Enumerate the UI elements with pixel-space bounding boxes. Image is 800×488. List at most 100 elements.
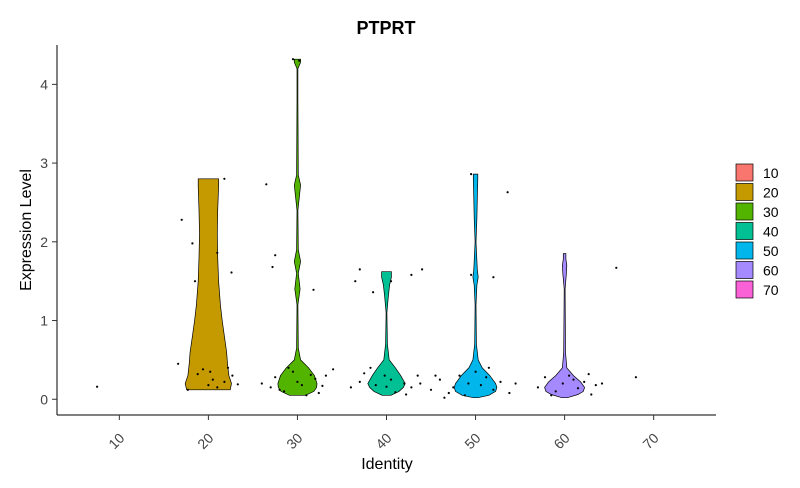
- data-point: [216, 251, 219, 254]
- data-point: [568, 374, 571, 377]
- data-point: [634, 376, 638, 379]
- data-point: [314, 377, 317, 380]
- legend-label: 70: [763, 282, 779, 298]
- data-point: [485, 376, 488, 379]
- violin-60: [544, 253, 585, 399]
- data-point: [349, 386, 352, 389]
- data-point: [278, 388, 281, 391]
- data-point: [385, 385, 388, 388]
- y-tick-label: 2: [40, 234, 48, 250]
- x-tick-label: 50: [461, 430, 483, 452]
- legend-key-10: [735, 163, 754, 182]
- data-point: [543, 376, 547, 379]
- data-point: [283, 390, 286, 393]
- data-point: [499, 380, 502, 383]
- data-point: [474, 370, 477, 373]
- data-point: [231, 374, 234, 377]
- data-point: [287, 366, 290, 369]
- data-point: [324, 374, 327, 377]
- data-point: [447, 391, 450, 395]
- data-point: [587, 373, 590, 376]
- data-point: [572, 378, 575, 381]
- data-point: [419, 382, 422, 385]
- data-point: [554, 390, 557, 393]
- data-point: [216, 386, 219, 389]
- data-point: [321, 384, 324, 387]
- y-axis-title: Expression Level: [18, 169, 35, 291]
- data-point: [594, 384, 597, 387]
- legend-label: 40: [763, 224, 779, 240]
- data-point: [180, 218, 183, 221]
- data-point: [260, 382, 263, 385]
- data-point: [193, 280, 197, 283]
- data-point: [369, 366, 372, 369]
- data-point: [416, 374, 419, 377]
- data-point: [223, 380, 226, 383]
- x-tick-label: 70: [639, 430, 661, 452]
- y-tick-label: 1: [40, 313, 48, 329]
- data-point: [354, 280, 357, 283]
- data-point: [383, 374, 386, 377]
- x-tick-label: 20: [194, 430, 216, 452]
- data-point: [410, 386, 413, 389]
- data-point: [470, 173, 473, 176]
- data-point: [265, 183, 268, 186]
- data-point: [274, 254, 277, 257]
- y-tick-label: 3: [40, 155, 48, 171]
- data-point: [536, 386, 540, 389]
- data-point: [298, 59, 301, 62]
- data-point: [492, 388, 495, 391]
- y-tick-label: 4: [40, 76, 48, 92]
- violin-30: [277, 58, 318, 396]
- y-tick-label: 0: [40, 391, 48, 407]
- data-point: [305, 394, 308, 397]
- data-point: [463, 394, 466, 397]
- violin-20: [184, 178, 232, 391]
- data-point: [207, 384, 210, 387]
- data-point: [410, 273, 413, 276]
- x-tick-label: 60: [550, 430, 572, 452]
- x-axis-title: Identity: [361, 456, 413, 473]
- legend-label: 10: [763, 165, 779, 181]
- data-point: [332, 368, 335, 371]
- legend-label: 50: [763, 243, 779, 259]
- data-point: [274, 376, 277, 379]
- data-point: [467, 382, 470, 385]
- data-point: [269, 386, 272, 389]
- data-point: [309, 373, 312, 376]
- data-point: [211, 378, 214, 381]
- data-point: [438, 378, 441, 381]
- data-point: [223, 177, 226, 180]
- legend-label: 30: [763, 204, 779, 220]
- data-point: [191, 242, 194, 245]
- data-point: [452, 386, 455, 389]
- data-point: [196, 373, 199, 376]
- x-tick-label: 40: [372, 430, 394, 452]
- data-point: [389, 378, 393, 381]
- data-point: [177, 362, 180, 365]
- legend-key-70: [735, 280, 754, 299]
- data-point: [429, 388, 433, 391]
- data-point: [317, 391, 320, 395]
- data-point: [358, 268, 361, 271]
- data-point: [583, 380, 586, 383]
- data-point: [479, 384, 482, 387]
- violin-40: [367, 271, 406, 396]
- data-point: [615, 266, 618, 269]
- data-point: [421, 268, 424, 271]
- violin-50: [453, 173, 498, 399]
- legend-key-30: [735, 202, 754, 221]
- data-point: [492, 276, 495, 279]
- legend-key-20: [735, 183, 754, 201]
- legend-key-60: [735, 261, 754, 279]
- data-point: [405, 393, 408, 396]
- data-point: [363, 372, 366, 375]
- x-tick-label: 30: [283, 430, 305, 452]
- x-tick-label: 10: [105, 430, 127, 452]
- data-point: [312, 288, 315, 291]
- data-point: [561, 382, 564, 385]
- data-point: [291, 370, 295, 373]
- data-point: [374, 384, 377, 387]
- data-point: [96, 385, 99, 388]
